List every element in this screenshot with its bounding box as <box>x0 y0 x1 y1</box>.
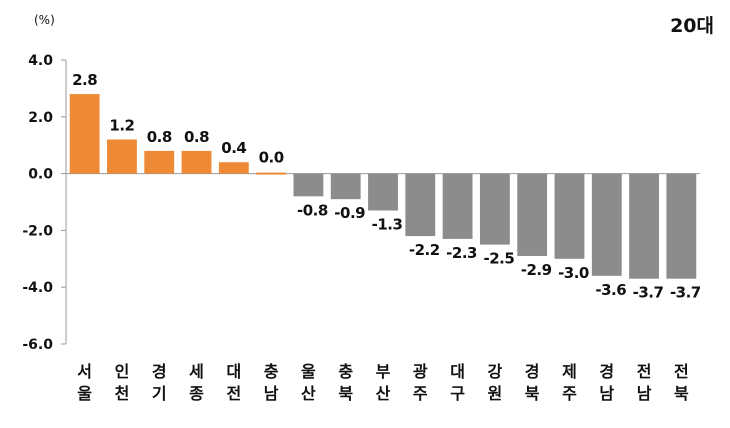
data-label: 0.8 <box>184 128 209 146</box>
data-label: -0.8 <box>297 201 328 219</box>
category-label: 남 <box>264 384 279 403</box>
data-label: 0.0 <box>259 149 284 167</box>
bar <box>517 173 548 256</box>
data-label: -2.3 <box>446 244 477 262</box>
category-label: 대 <box>226 362 241 381</box>
category-label: 세 <box>189 362 204 381</box>
bar <box>442 173 473 239</box>
category-label: 기 <box>152 384 167 403</box>
data-label: -3.0 <box>558 264 589 282</box>
y-unit-label: (%) <box>34 13 55 27</box>
category-label: 충 <box>264 362 279 381</box>
chart-title: 20대 <box>670 15 714 37</box>
category-label: 주 <box>413 384 428 403</box>
category-label: 강 <box>488 362 503 381</box>
bar <box>554 173 585 259</box>
bars <box>69 94 697 279</box>
category-label: 남 <box>637 384 652 403</box>
category-label: 제 <box>562 362 577 381</box>
data-label: 0.4 <box>221 139 246 157</box>
data-label: -1.3 <box>372 216 403 234</box>
category-label: 산 <box>301 384 316 403</box>
data-label: -3.7 <box>670 284 701 302</box>
category-label: 울 <box>301 362 316 381</box>
bar <box>69 94 100 174</box>
category-label: 대 <box>450 362 465 381</box>
category-label: 북 <box>525 384 540 403</box>
bar <box>256 172 287 175</box>
y-tick-label: -2.0 <box>22 223 53 239</box>
data-label: -2.9 <box>521 261 552 279</box>
category-label: 전 <box>674 362 689 381</box>
bar <box>330 173 361 200</box>
y-tick-label: -6.0 <box>22 337 53 353</box>
bar <box>405 173 436 237</box>
category-label: 주 <box>562 384 577 403</box>
data-label: -2.5 <box>483 250 514 268</box>
data-label: -3.6 <box>595 281 626 299</box>
data-label: 0.8 <box>147 128 172 146</box>
category-label: 울 <box>77 384 92 403</box>
y-tick-label: 0.0 <box>28 167 53 183</box>
category-label: 부 <box>376 362 391 381</box>
category-label: 경 <box>152 362 167 381</box>
bar <box>218 162 249 174</box>
category-label: 서 <box>77 362 92 381</box>
category-label: 전 <box>637 362 652 381</box>
y-tick-label: -4.0 <box>22 280 53 296</box>
bar <box>629 173 659 279</box>
category-label: 경 <box>525 362 540 381</box>
y-tick-label: 4.0 <box>28 53 53 69</box>
bar <box>293 173 324 197</box>
bar <box>666 173 697 279</box>
bar <box>144 150 175 174</box>
category-label: 천 <box>115 384 130 403</box>
data-label: 1.2 <box>109 117 134 135</box>
category-label: 인 <box>115 362 130 381</box>
category-label: 북 <box>338 384 353 403</box>
data-label: 2.8 <box>72 71 97 89</box>
category-label: 원 <box>488 384 503 403</box>
bar <box>368 173 398 211</box>
category-label: 전 <box>226 384 241 403</box>
data-label: -2.2 <box>409 241 440 259</box>
data-label: -0.9 <box>334 204 365 222</box>
category-label: 남 <box>599 384 614 403</box>
category-label: 충 <box>338 362 353 381</box>
category-label: 경 <box>599 362 614 381</box>
bar <box>181 150 212 174</box>
category-label: 산 <box>376 384 391 403</box>
data-label: -3.7 <box>633 284 664 302</box>
bar <box>479 173 510 245</box>
value-labels: 2.8 1.2 0.8 0.8 0.4 0.0 -0.8 -0.9 -1.3 -2.2 -2.3 -2… <box>72 71 701 302</box>
category-label: 구 <box>450 384 465 403</box>
category-label: 종 <box>189 384 204 403</box>
bar <box>107 139 137 174</box>
bar <box>591 173 622 276</box>
category-label: 광 <box>413 362 428 381</box>
y-tick-label: 2.0 <box>28 110 53 126</box>
category-label: 북 <box>674 384 689 403</box>
